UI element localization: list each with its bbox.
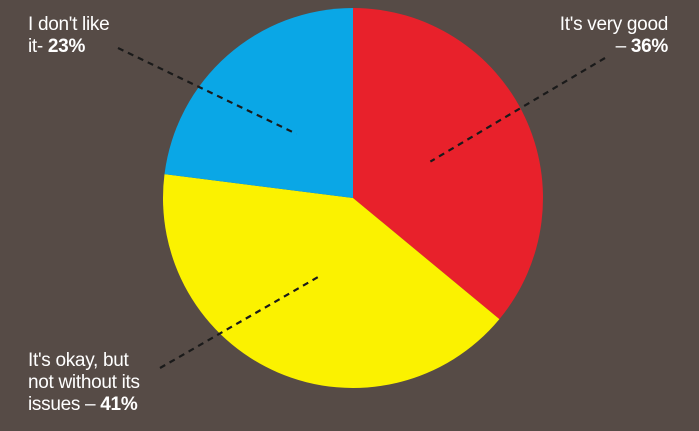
slice-dont-like [164,8,353,198]
label-very-good-line2: – 36% [500,36,669,58]
label-okay-line3: issues – 41% [28,394,218,416]
slice-very-good [353,8,543,320]
label-okay-line2: not without its [28,372,140,393]
label-dont-like: I don't like it- 23% [28,14,178,58]
label-very-good-line1: It's very good [559,14,669,35]
slice-okay [162,174,500,389]
leader-very-good [429,57,606,163]
label-very-good-prefix: – [615,36,631,57]
label-dont-like-value: 23% [47,36,86,57]
label-dont-like-line2: it- 23% [28,36,178,58]
leader-okay [159,275,320,369]
label-very-good: It's very good – 36% [500,14,669,58]
label-okay-line1: It's okay, but [28,350,129,371]
label-dont-like-line1: I don't like [28,14,110,35]
pie-slices [162,8,543,389]
label-very-good-value: 36% [630,36,668,57]
label-okay-prefix: issues – [28,394,101,415]
label-okay-value: 41% [100,394,138,415]
label-okay: It's okay, but not without its issues – … [28,350,218,416]
label-dont-like-prefix: it- [28,36,48,57]
leader-dont-like [117,47,297,135]
leader-lines [117,47,606,369]
